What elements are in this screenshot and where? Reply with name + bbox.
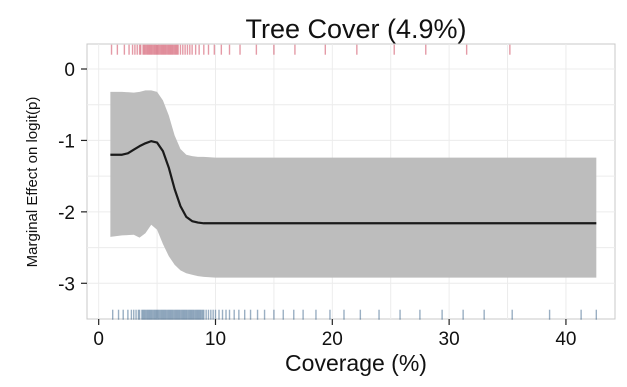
confidence-band-area <box>110 90 597 278</box>
y-axis-label: Marginal Effect on logit(p) <box>24 97 41 268</box>
x-tick-label: 0 <box>93 329 104 350</box>
rug-marks <box>110 44 598 320</box>
x-tick-label: 40 <box>555 329 576 350</box>
effect-line <box>110 140 597 225</box>
chart-title: Tree Cover (4.9%) <box>245 14 466 44</box>
y-tick-label: -1 <box>58 131 75 152</box>
x-tick-label: 20 <box>322 329 343 350</box>
y-tick-label: -2 <box>58 203 75 224</box>
axes: 0 10 20 30 40 0 -1 -2 -3 <box>58 60 576 350</box>
x-axis-label: Coverage (%) <box>285 350 427 376</box>
y-tick-label: -3 <box>58 274 75 295</box>
confidence-band <box>110 90 597 278</box>
effect-line-path <box>110 140 597 225</box>
y-tick-label: 0 <box>64 60 75 81</box>
x-tick-label: 10 <box>205 329 226 350</box>
x-tick-label: 30 <box>439 329 460 350</box>
